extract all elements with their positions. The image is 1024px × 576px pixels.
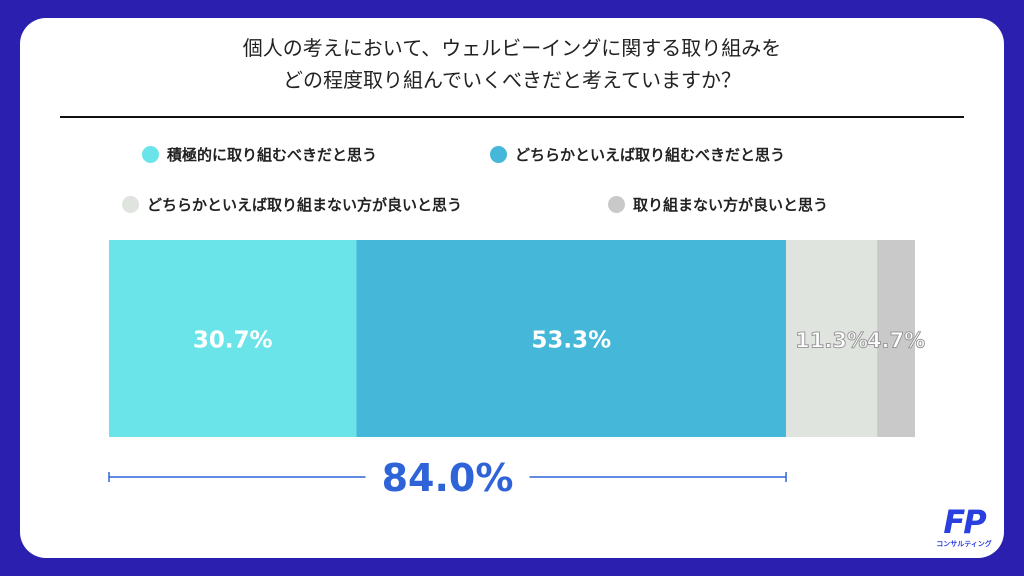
data-label-4: 4.7% — [867, 329, 925, 353]
data-label-1: 30.7% — [193, 328, 273, 354]
stacked-bar-chart: 30.7% 53.3% 11.3%4.7% 84.0% — [108, 240, 926, 500]
legend-label: 取り組まない方が良いと思う — [633, 196, 829, 214]
legend-label: どちらかといえば取り組むべきだと思う — [515, 146, 786, 164]
title-line-2: どの程度取り組んでいくべきだと考えていますか？ — [283, 68, 741, 92]
legend-item-disagree: どちらかといえば取り組まない方が良いと思う — [122, 194, 462, 215]
legend-item-strongly-disagree: 取り組まない方が良いと思う — [608, 194, 828, 215]
bar-segment-2 — [356, 240, 787, 437]
legend-marker — [490, 146, 507, 163]
legend-marker — [608, 196, 625, 213]
legend-label: 積極的に取り組むべきだと思う — [167, 146, 378, 164]
legend-marker — [122, 196, 139, 213]
legend-label: どちらかといえば取り組まない方が良いと思う — [147, 196, 463, 214]
legend-marker — [142, 146, 159, 163]
annotation-label: 84.0% — [382, 456, 514, 500]
bar-segment-1 — [109, 240, 357, 437]
legend-item-strongly-agree: 積極的に取り組むべきだと思う — [142, 144, 377, 165]
company-logo: FP コンサルティング — [934, 506, 994, 549]
chart-title: 個人の考えにおいて、ウェルビーイングに関する取り組みを どの程度取り組んでいくべ… — [20, 32, 1004, 96]
bar-segment-3 — [786, 240, 878, 437]
data-label-3: 11.3% — [795, 329, 868, 353]
bar-segment-4 — [877, 240, 915, 437]
legend-item-agree: どちらかといえば取り組むべきだと思う — [490, 144, 785, 165]
data-label-2: 53.3% — [531, 328, 611, 354]
title-divider — [60, 116, 964, 118]
logo-mark: FP — [943, 503, 986, 541]
title-line-1: 個人の考えにおいて、ウェルビーイングに関する取り組みを — [242, 36, 782, 60]
logo-subtitle: コンサルティング — [936, 540, 992, 548]
chart-card: 個人の考えにおいて、ウェルビーイングに関する取り組みを どの程度取り組んでいくべ… — [20, 18, 1004, 558]
